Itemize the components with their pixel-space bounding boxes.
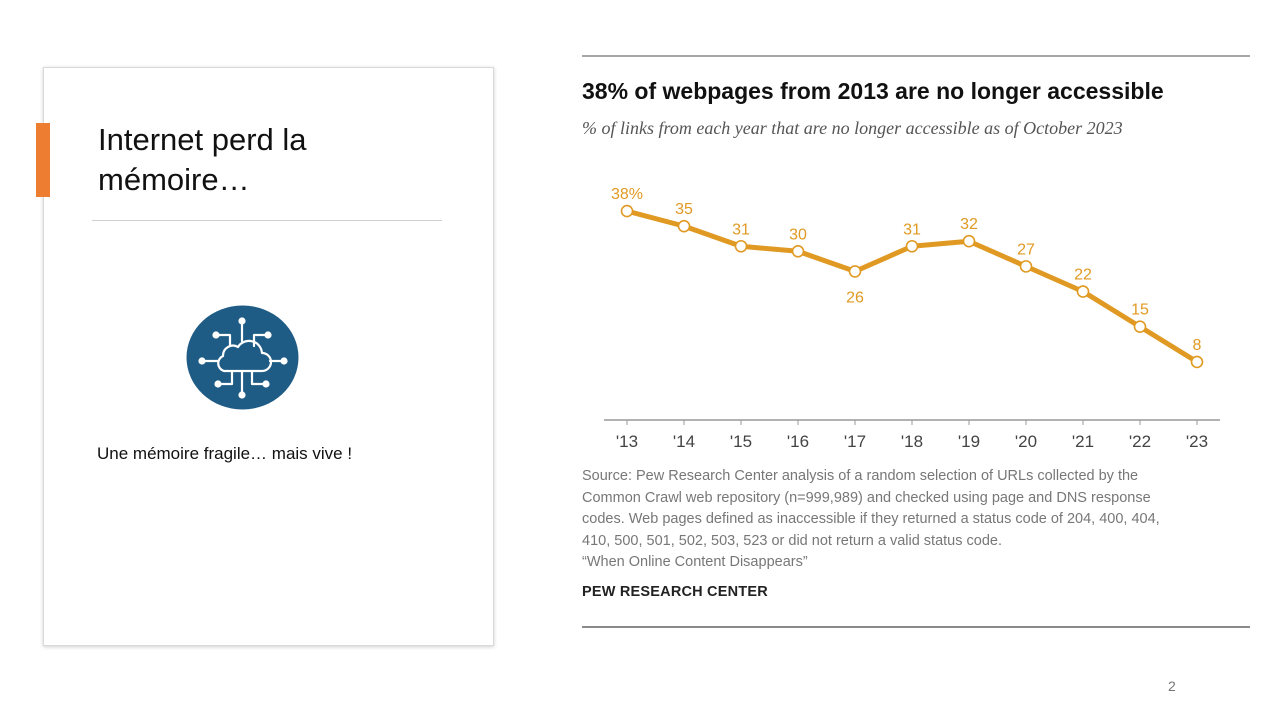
data-label: 8 xyxy=(1193,337,1202,354)
data-label: 31 xyxy=(732,221,750,238)
data-point xyxy=(677,219,691,233)
data-label: 35 xyxy=(675,201,693,218)
source-line: Common Crawl web repository (n=999,989) … xyxy=(582,489,1151,506)
accent-bar xyxy=(36,123,50,197)
x-tick-label: '15 xyxy=(730,432,752,451)
data-point xyxy=(962,234,976,248)
source-line: codes. Web pages defined as inaccessible… xyxy=(582,511,1160,527)
x-tick-label: '22 xyxy=(1129,432,1151,451)
x-tick-label: '19 xyxy=(958,432,980,451)
x-tick-label: '13 xyxy=(616,432,638,451)
line-chart: '13 '14 '15 '16 '17 '18 '19 '20 '21 '22 '23 38% 35 31… xyxy=(604,186,1220,451)
data-label: 31 xyxy=(903,221,921,238)
source-line: Source: Pew Research Center analysis of … xyxy=(582,468,1139,484)
cloud-network-icon xyxy=(186,305,299,410)
source-line: “When Online Content Disappears” xyxy=(582,554,808,570)
data-label: 15 xyxy=(1131,302,1149,319)
data-point xyxy=(791,244,805,258)
x-tick-label: '18 xyxy=(901,432,923,451)
slide-caption: Une mémoire fragile… mais vive ! xyxy=(97,444,353,463)
data-label: 27 xyxy=(1017,241,1035,258)
data-point xyxy=(734,239,748,253)
data-point xyxy=(1076,285,1090,298)
data-point xyxy=(1019,260,1033,273)
page-number: 2 xyxy=(1168,678,1176,694)
title-divider xyxy=(92,220,442,221)
x-tick-label: '14 xyxy=(673,432,695,451)
x-tick-label: '16 xyxy=(787,432,809,451)
data-point xyxy=(1133,320,1147,334)
data-label: 38% xyxy=(611,186,643,203)
figure-bottom-rule xyxy=(582,626,1250,628)
data-label: 26 xyxy=(846,289,864,306)
source-line: 410, 500, 501, 502, 503, 523 or did not … xyxy=(582,532,1002,549)
chart-source-note: Source: Pew Research Center analysis of … xyxy=(582,466,1247,574)
data-label: 30 xyxy=(789,226,807,243)
chart-subtitle: % of links from each year that are no lo… xyxy=(582,118,1123,138)
data-point xyxy=(620,204,634,218)
x-tick-label: '20 xyxy=(1015,432,1037,451)
x-tick-label: '21 xyxy=(1072,432,1094,451)
data-point xyxy=(1190,355,1204,369)
chart-title: 38% of webpages from 2013 are no longer … xyxy=(582,78,1164,104)
content-card: Internet perd la mémoire… xyxy=(36,67,494,646)
source-organization: PEW RESEARCH CENTER xyxy=(582,584,768,600)
data-point xyxy=(848,265,862,278)
figure-top-rule xyxy=(582,55,1250,57)
data-point xyxy=(905,239,919,253)
chart-figure: 38% of webpages from 2013 are no longer … xyxy=(582,55,1250,630)
slide-title: Internet perd la mémoire… xyxy=(98,122,307,197)
data-label: 32 xyxy=(960,216,978,233)
x-tick-label: '23 xyxy=(1186,432,1208,451)
data-label: 22 xyxy=(1074,267,1092,284)
x-tick-label: '17 xyxy=(844,432,866,451)
